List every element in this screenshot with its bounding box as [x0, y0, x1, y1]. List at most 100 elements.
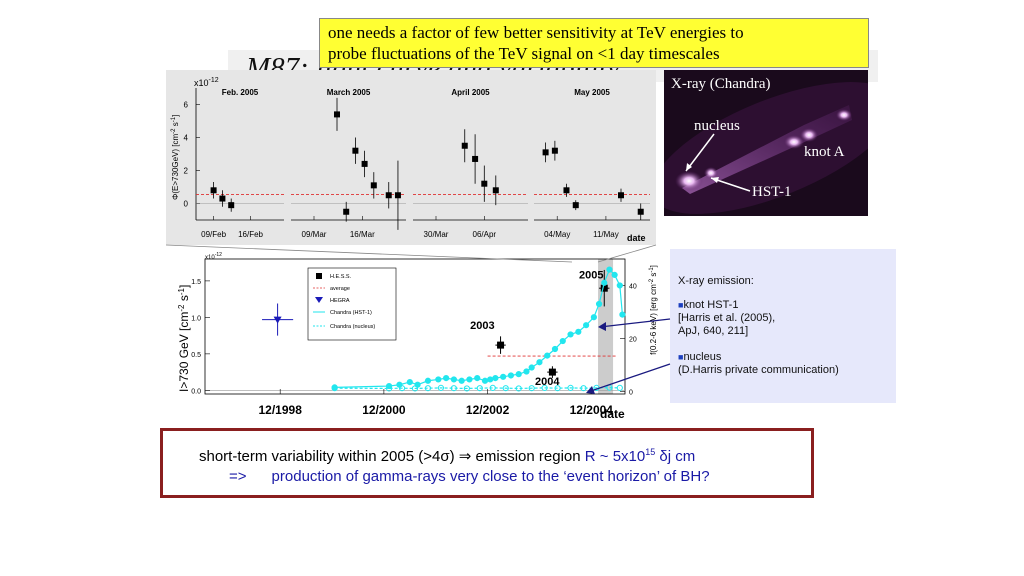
hess-daily-point — [352, 147, 359, 154]
chandra-hst1-point — [528, 364, 535, 371]
conclusion-line-1: short-term variability within 2005 (>4σ)… — [199, 447, 696, 465]
legend-hegra-marker — [315, 297, 323, 303]
year-label: 2005 — [579, 270, 603, 282]
year-label: 2004 — [535, 376, 560, 388]
chandra-nucleus-point — [437, 384, 445, 392]
bottom-x-tick-label: 12/2002 — [466, 403, 510, 417]
hess-daily-point — [361, 160, 368, 167]
hess-daily-point — [210, 187, 217, 194]
chandra-nucleus-point — [411, 385, 419, 392]
top-scale-label: x10-12 — [194, 77, 219, 88]
top-lightcurve-chart: x10-12 Φ(E>730GeV) [cm-2 s-1] date 0 2 4 6 F… — [171, 77, 650, 243]
chandra-hst1-point — [601, 279, 608, 286]
top-x-tick-label: 09/Feb — [201, 230, 226, 239]
top-y-tick-label: 6 — [184, 101, 189, 110]
hess-daily-point — [481, 180, 488, 187]
bottom-plot-frame — [204, 258, 626, 395]
legend-frame — [307, 267, 397, 341]
chandra-hst1-line — [334, 268, 624, 388]
chandra-hst1-point — [443, 375, 450, 382]
chandra-nucleus-point — [489, 384, 496, 392]
chandra-nucleus-point — [554, 385, 561, 392]
xray-jet-picture — [664, 70, 868, 216]
hess-daily-point — [563, 187, 570, 194]
bottom-x-tick-label: 12/2000 — [362, 403, 406, 417]
legend-entry: H.E.S.S. — [330, 274, 352, 280]
chandra-nucleus-point — [502, 385, 509, 392]
top-x-tick-label: 16/Feb — [238, 230, 263, 239]
chandra-hst1-point — [414, 381, 421, 388]
chandra-hst1-point — [544, 352, 551, 359]
chandra-hst1-point — [551, 345, 559, 353]
chandra-xray-image: X-ray (Chandra) nucleus knot A HST-1 — [664, 70, 868, 216]
chandra-hst1-point — [487, 376, 494, 383]
hess-daily-point — [637, 208, 644, 215]
bottom-y2-tick-label: 0 — [629, 389, 633, 396]
top-y-tick-label: 4 — [184, 134, 189, 143]
top-x-axis-label: date — [627, 233, 646, 243]
chandra-nucleus-point — [424, 385, 432, 392]
hess-point — [497, 341, 505, 349]
bullet-icon: ■ — [678, 300, 684, 310]
hess-daily-point — [334, 111, 340, 118]
hess-daily-point — [542, 149, 549, 156]
chandra-hst1-point — [492, 375, 499, 382]
month-label: April 2005 — [451, 88, 490, 97]
bottom-y2-tick-label: 40 — [629, 283, 637, 290]
hess-daily-point — [385, 192, 392, 199]
hess-daily-point — [228, 202, 235, 209]
info-item-2-line-2: (D.Harris private communication) — [678, 364, 839, 376]
legend: H.E.S.S. average HEGRA Chandra (HST-1) Chand… — [307, 267, 397, 341]
top-y-tick-label: 2 — [184, 167, 189, 176]
year-label: 2003 — [470, 320, 494, 332]
bottom-x-tick-label: 12/2004 — [570, 403, 614, 417]
top-x-tick-label: 11/May — [593, 230, 619, 239]
chandra-hst1-point — [575, 328, 582, 335]
chandra-hst1-point — [523, 368, 530, 375]
chandra-hst1-point — [606, 266, 613, 273]
chandra-hst1-point — [559, 337, 566, 345]
chandra-hst1-point — [466, 376, 473, 383]
chandra-hst1-point — [474, 375, 481, 382]
info-heading: X-ray emission: — [678, 275, 754, 287]
legend-entry: average — [330, 286, 350, 292]
legend-entry: HEGRA — [330, 298, 350, 304]
chandra-nucleus-point — [331, 385, 338, 392]
bottom-y-tick-label: 0.5 — [191, 352, 201, 359]
hess-daily-point — [572, 202, 579, 209]
chandra-nucleus-point — [515, 385, 522, 392]
chandra-hst1-point — [567, 331, 574, 338]
bottom-y-tick-label: 1.0 — [191, 315, 201, 322]
top-y-tick-label: 0 — [184, 200, 189, 209]
chandra-hst1-point — [424, 377, 432, 384]
chandra-hst1-point — [515, 371, 522, 378]
hess-daily-point — [492, 187, 499, 194]
chandra-hst1-point — [616, 282, 623, 289]
chandra-nucleus-point — [450, 385, 457, 392]
bottom-x-tick-label: 12/1998 — [258, 403, 302, 417]
hess-point — [548, 368, 556, 376]
xray-emission-info: X-ray emission: ■knot HST-1 [Harris et a… — [670, 249, 896, 403]
chandra-nucleus-point — [528, 385, 535, 392]
month-label: Feb. 2005 — [222, 88, 259, 97]
chandra-hst1-point — [458, 377, 465, 384]
hess-daily-point — [461, 142, 468, 149]
chandra-nucleus-point — [463, 385, 470, 392]
chandra-hst1-point — [595, 300, 603, 308]
chandra-hst1-point — [619, 311, 626, 318]
top-x-tick-label: 16/Mar — [350, 230, 375, 239]
legend-hess-marker — [316, 273, 322, 279]
chandra-nucleus-point — [398, 385, 406, 392]
chandra-nucleus-point — [541, 384, 548, 392]
chandra-hst1-point — [481, 377, 489, 384]
top-x-tick-label: 06/Apr — [473, 230, 497, 239]
bottom-scale-label: x10-12 — [205, 252, 222, 261]
hess-daily-point — [472, 155, 479, 162]
chandra-nucleus-point — [567, 384, 574, 392]
chandra-hst1-point — [611, 271, 618, 278]
top-x-tick-label: 30/Mar — [424, 230, 449, 239]
chandra-hst1-point — [435, 376, 442, 383]
bottom-x-axis-label: date — [600, 407, 625, 421]
nucleus-label: nucleus — [694, 118, 740, 134]
hess-daily-point — [394, 192, 401, 199]
